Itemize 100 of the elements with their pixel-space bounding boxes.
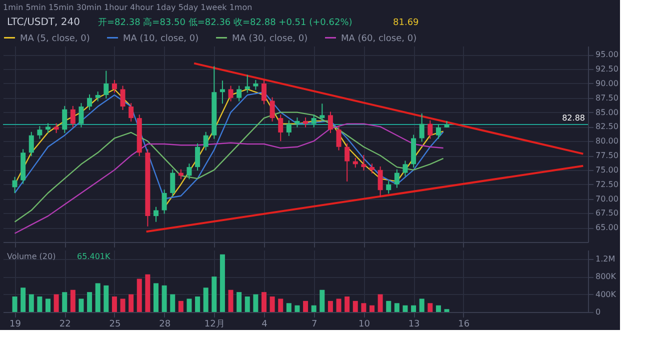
legend-label: MA (60, close, 0) [341,34,417,44]
bar [436,305,441,312]
candlestick [37,126,42,140]
annotation: Volume (20) [7,252,56,261]
y-tick-label: 70.00 [596,194,618,204]
candlestick [70,105,76,128]
candlestick [262,80,266,105]
bar [37,296,42,312]
annotation: 65.401K [77,252,111,261]
candlestick [303,116,308,128]
bar [270,296,275,312]
candlestick [336,126,342,151]
candlestick [78,102,84,128]
y-tick-label: 0 [596,308,601,316]
bar [78,298,84,312]
legend-label: MA (10, close, 0) [123,34,199,44]
candlestick [311,114,316,128]
bar [28,294,34,312]
x-tick-label: 7 [311,320,318,330]
bar [128,294,134,312]
bar [278,298,284,312]
y-tick-label: 67.50 [596,208,618,218]
y-tick-label: 400K [596,290,617,299]
bar [294,305,300,312]
x-tick-label: 16 [458,320,470,330]
y-tick-label: 85.00 [596,108,618,117]
candlestick [162,189,167,214]
bar [411,305,416,312]
candlestick [428,120,433,140]
bar [286,303,292,312]
candlestick [170,168,176,197]
bar [253,294,258,312]
bar [112,296,117,312]
candlestick [87,94,92,110]
x-tick-label: 12月 [204,320,225,330]
legend-label: MA (30, close, 0) [232,34,308,44]
legend-label: MA (5, close, 0) [20,34,90,44]
candlestick [394,168,400,188]
candlestick [378,166,383,198]
chart-subtitle: 开=82.38 高=83.50 低=82.36 收=82.88 +0.51 (+0.62%) [98,17,352,28]
bar [145,274,150,312]
bar [62,292,68,312]
bar [394,303,400,312]
candlestick [361,154,366,172]
candlestick [386,180,392,194]
bar [12,296,18,312]
candlestick [236,85,242,102]
bar [361,303,366,312]
bar [320,290,325,312]
y-tick-label: 77.50 [596,151,618,160]
candlestick [370,163,374,174]
y-tick-label: 82.50 [596,122,618,132]
bar [54,294,59,312]
text: 1min 5min 15min 30min 1hour 4hour 1day 5day 1week 1mon [3,3,252,12]
bar [402,305,408,312]
candlestick [62,105,68,134]
y-tick-label: 72.50 [596,180,618,189]
candlestick [402,160,408,177]
bar [87,292,92,312]
bar [428,303,433,312]
x-tick-label: 4 [262,320,268,330]
candlestick [294,116,300,128]
bar [104,285,109,312]
bar [170,294,176,312]
bar [352,300,358,312]
candlestick [344,142,350,182]
bar [95,283,100,312]
bar [120,298,126,312]
bar [70,290,76,312]
x-tick-label: 22 [59,320,71,330]
x-tick-label: 28 [159,320,171,330]
y-tick-label: 95.00 [596,50,618,60]
candlestick [112,80,117,94]
bar [419,298,424,312]
y-tick-label: 1.2M [596,254,616,264]
bar [220,254,225,312]
bar [162,285,167,312]
bar [370,305,374,312]
candlestick [228,85,234,102]
x-tick-label: 13 [408,320,420,330]
x-tick-label: 25 [109,320,121,330]
bar [378,294,383,312]
candlestick [320,103,325,122]
candlestick [104,70,109,99]
y-tick-label: 65.00 [596,223,618,232]
candlestick [46,122,50,134]
candlestick [12,176,18,194]
candlestick [128,102,134,122]
bar [311,305,316,312]
chart-title: LTC/USDT, 240 [7,17,80,28]
x-tick-label: 10 [358,320,370,330]
bar [262,292,266,312]
y-tick-label: 90.00 [596,78,618,88]
bar [154,283,158,312]
ref-line-label: 82.88 [562,114,585,123]
bar [444,309,450,312]
y-tick-label: 800K [596,272,617,282]
bar [303,300,308,312]
bar [236,292,242,312]
candlestick [270,96,275,122]
